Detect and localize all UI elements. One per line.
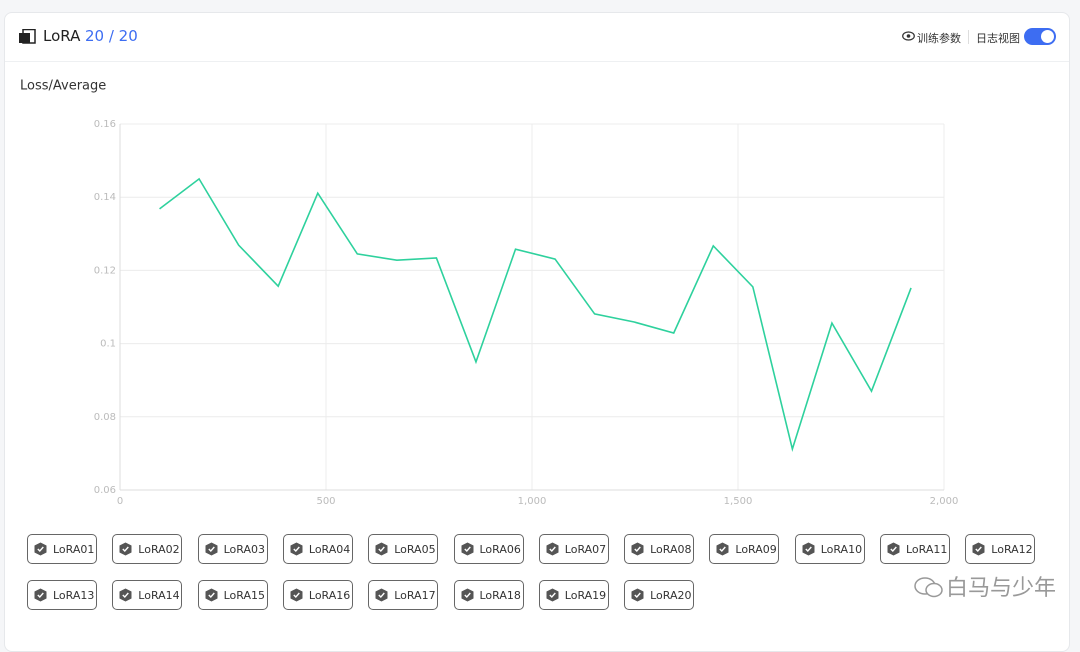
legend-label: LoRA12 [991,542,1033,556]
legend-label: LoRA13 [53,588,95,602]
chart-title: Loss/Average [20,79,106,94]
legend-button[interactable]: LoRA06 [453,534,524,564]
legend-label: LoRA07 [564,542,607,556]
header: LoRA 20 / 20 训练参数 日志视图 [5,13,1069,62]
legend-label: LoRA17 [394,588,436,602]
legend-label: LoRA06 [479,542,521,556]
shield-icon [375,588,388,602]
watermark-text: 白马与少年 [946,576,1057,601]
x-tick-label: 1,000 [518,496,547,507]
separator [968,30,969,44]
shield-icon [631,542,644,556]
header-title: LoRA [43,27,81,45]
train-params-button[interactable]: 训练参数 [917,32,961,45]
legend-button[interactable]: LoRA07 [538,534,609,564]
shield-icon [375,542,388,556]
y-tick-label: 0.14 [94,192,116,203]
legend-label: LoRA08 [650,542,692,556]
legend-label: LoRA15 [223,588,265,602]
y-tick-label: 0.16 [94,119,116,130]
legend-label: LoRA02 [138,542,180,556]
loss-line [159,177,912,452]
watermark: 白马与少年 [912,570,1056,602]
legend-button[interactable]: LoRA03 [197,534,268,564]
shield-icon [290,542,303,556]
legend-button[interactable]: LoRA14 [112,580,183,610]
y-tick-label: 0.06 [94,485,116,496]
shield-icon [461,588,473,602]
legend-label: LoRA04 [308,542,351,556]
chart: Loss/Average 0.06 0.08 0.1 0.12 0.14 0.16 0 500… [20,79,959,508]
legend-label: LoRA03 [223,542,265,556]
legend-label: LoRA19 [564,588,607,602]
legend-button[interactable]: LoRA12 [965,534,1036,564]
legend-label: LoRA09 [735,542,777,556]
legend-button[interactable]: LoRA04 [282,534,353,564]
x-tick-label: 2,000 [930,496,959,507]
shield-icon [546,542,559,556]
shield-icon [119,588,132,602]
shield-icon [716,542,729,556]
legend-button[interactable]: LoRA05 [368,534,439,564]
legend-label: LoRA11 [906,542,948,556]
legend-label: LoRA05 [394,542,436,556]
legend-button[interactable]: LoRA18 [453,580,524,610]
legend-label: LoRA20 [650,588,692,602]
shield-icon [461,542,473,556]
wechat-icon [914,577,943,598]
legend-button[interactable]: LoRA17 [368,580,439,610]
eye-icon [902,31,915,41]
shield-icon [119,542,132,556]
x-tick-label: 1,500 [724,496,753,507]
legend-button[interactable]: LoRA09 [709,534,780,564]
legend-button[interactable]: LoRA02 [112,534,183,564]
legend-button[interactable]: LoRA10 [794,534,865,564]
shield-icon [34,588,47,602]
legend-button[interactable]: LoRA01 [27,534,97,564]
legend-button[interactable]: LoRA20 [624,580,695,610]
legend-label: LoRA10 [820,542,863,556]
header-count: 20 / 20 [85,27,138,45]
shield-icon [546,588,559,602]
legend-label: LoRA14 [138,588,180,602]
legend-button[interactable]: LoRA16 [282,580,353,610]
shield-icon [802,542,815,556]
shield-icon [290,588,303,602]
legend-button[interactable]: LoRA11 [880,534,950,564]
legend-button[interactable]: LoRA13 [27,580,97,610]
toggle-knob [1041,30,1054,43]
legend-button[interactable]: LoRA15 [197,580,268,610]
legend-button[interactable]: LoRA08 [624,534,695,564]
x-tick-label: 0 [117,496,123,507]
lora-icon [19,29,36,44]
log-view-toggle[interactable] [1024,28,1056,45]
legend-label: LoRA01 [53,542,95,556]
legend-label: LoRA18 [479,588,521,602]
y-tick-label: 0.08 [94,412,116,423]
shield-icon [887,542,900,556]
y-tick-label: 0.12 [94,265,116,276]
x-tick-label: 500 [316,496,335,507]
legend-label: LoRA16 [308,588,351,602]
shield-icon [205,542,218,556]
shield-icon [34,542,47,556]
legend-button[interactable]: LoRA19 [538,580,609,610]
shield-icon [205,588,218,602]
log-view-label: 日志视图 [976,32,1020,45]
shield-icon [631,588,644,602]
shield-icon [972,542,985,556]
y-tick-label: 0.1 [100,339,116,350]
